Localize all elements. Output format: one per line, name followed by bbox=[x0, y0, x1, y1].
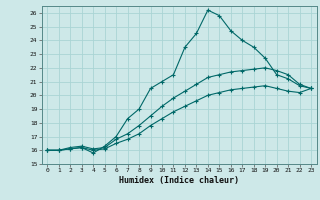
X-axis label: Humidex (Indice chaleur): Humidex (Indice chaleur) bbox=[119, 176, 239, 185]
